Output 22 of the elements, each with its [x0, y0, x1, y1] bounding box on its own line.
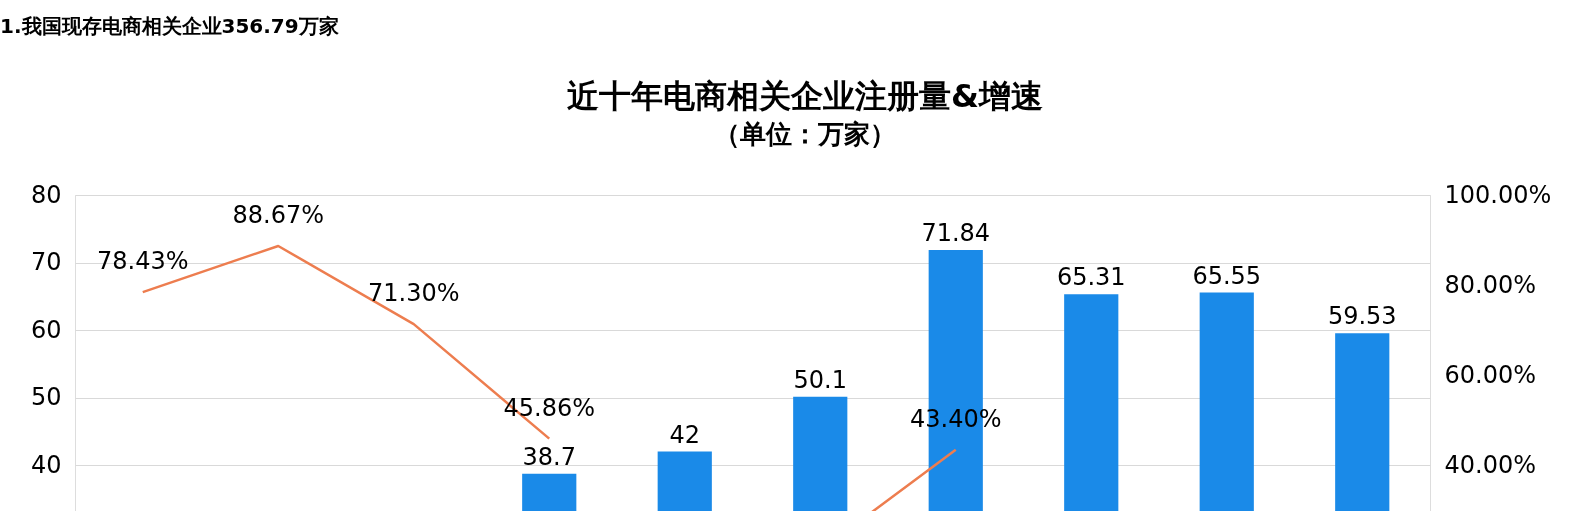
y2-tick-label: 60.00% — [1444, 360, 1537, 389]
y-tick-label: 50 — [30, 383, 62, 411]
data-label: 71.30% — [367, 279, 460, 308]
data-label: 42 — [669, 420, 701, 449]
y-tick-label: 40 — [30, 450, 62, 479]
chart-subtitle: （单位：万家） — [714, 119, 896, 149]
data-label: 65.31 — [1056, 263, 1126, 292]
data-label: 65.55 — [1192, 261, 1262, 290]
chart-title: 近十年电商相关企业注册量&增速 — [567, 77, 1043, 115]
y2-tick-label: 80.00% — [1444, 270, 1537, 299]
data-label: 71.84 — [921, 219, 991, 248]
data-label: 78.43% — [96, 247, 189, 276]
data-label: 88.67% — [232, 200, 325, 229]
y-tick-label: 70 — [30, 248, 62, 276]
text: 1.我国现存电商相关企业356.79万家 — [0, 14, 339, 38]
y-tick-label: 60 — [30, 315, 62, 344]
data-label: 50.1 — [793, 365, 847, 394]
data-label: 59.53 — [1327, 302, 1397, 331]
y-tick-label: 80 — [30, 180, 62, 209]
data-label: 38.7 — [522, 442, 576, 471]
y2-tick-label: 40.00% — [1444, 450, 1537, 479]
y2-tick-label: 100.00% — [1444, 180, 1552, 209]
